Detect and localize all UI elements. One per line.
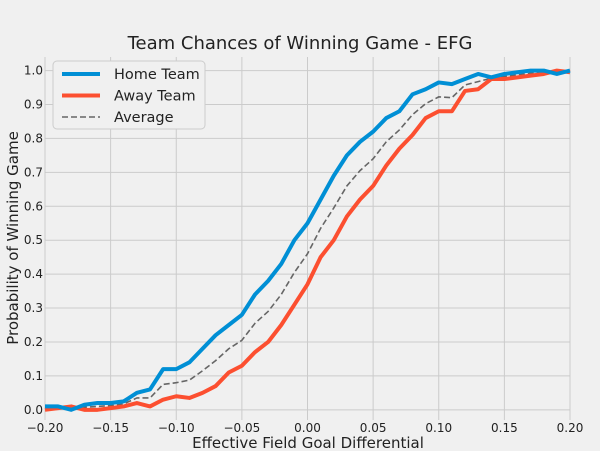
y-tick-label: 1.0 — [24, 64, 43, 78]
x-tick-label: 0.00 — [294, 421, 321, 435]
series-lines — [44, 68, 571, 412]
series-line-home-team — [45, 68, 571, 412]
series-line-average — [44, 70, 571, 409]
x-tick-label: −0.10 — [158, 421, 195, 435]
legend-label: Away Team — [114, 89, 196, 105]
y-tick-label: 0.8 — [24, 131, 43, 145]
x-tick-label: 0.20 — [557, 421, 584, 435]
y-tick-label: 0.5 — [24, 233, 43, 247]
legend: Home Team Away Team Average — [52, 60, 206, 130]
legend-box — [52, 60, 206, 130]
y-tick-label: 0.6 — [24, 199, 43, 213]
legend-label: Average — [114, 110, 174, 126]
x-tick-label: 0.15 — [491, 421, 518, 435]
x-tick-label: 0.05 — [360, 421, 387, 435]
y-tick-label: 0.1 — [24, 369, 43, 383]
y-tick-label: 0.4 — [24, 267, 43, 281]
y-tick-label: 0.2 — [24, 335, 43, 349]
y-tick-label: 0.9 — [24, 97, 43, 111]
x-tick-label: −0.20 — [27, 421, 64, 435]
y-tick-label: 0.7 — [24, 165, 43, 179]
x-tick-label: 0.10 — [425, 421, 452, 435]
x-axis-label: Effective Field Goal Differential — [192, 434, 424, 451]
series-line-away-team — [44, 68, 571, 412]
tick-labels: −0.20 −0.15 −0.10 −0.05 0.00 0.05 0.10 0.15 0.20… — [24, 64, 583, 435]
y-tick-label: 0.3 — [24, 301, 43, 315]
legend-label: Home Team — [114, 67, 200, 83]
y-axis-label: Probability of Winning Game — [4, 131, 22, 345]
chart-title: Team Chances of Winning Game - EFG — [127, 33, 473, 54]
x-tick-label: −0.05 — [223, 421, 260, 435]
x-tick-label: −0.15 — [92, 421, 129, 435]
y-tick-label: 0.0 — [24, 403, 43, 417]
